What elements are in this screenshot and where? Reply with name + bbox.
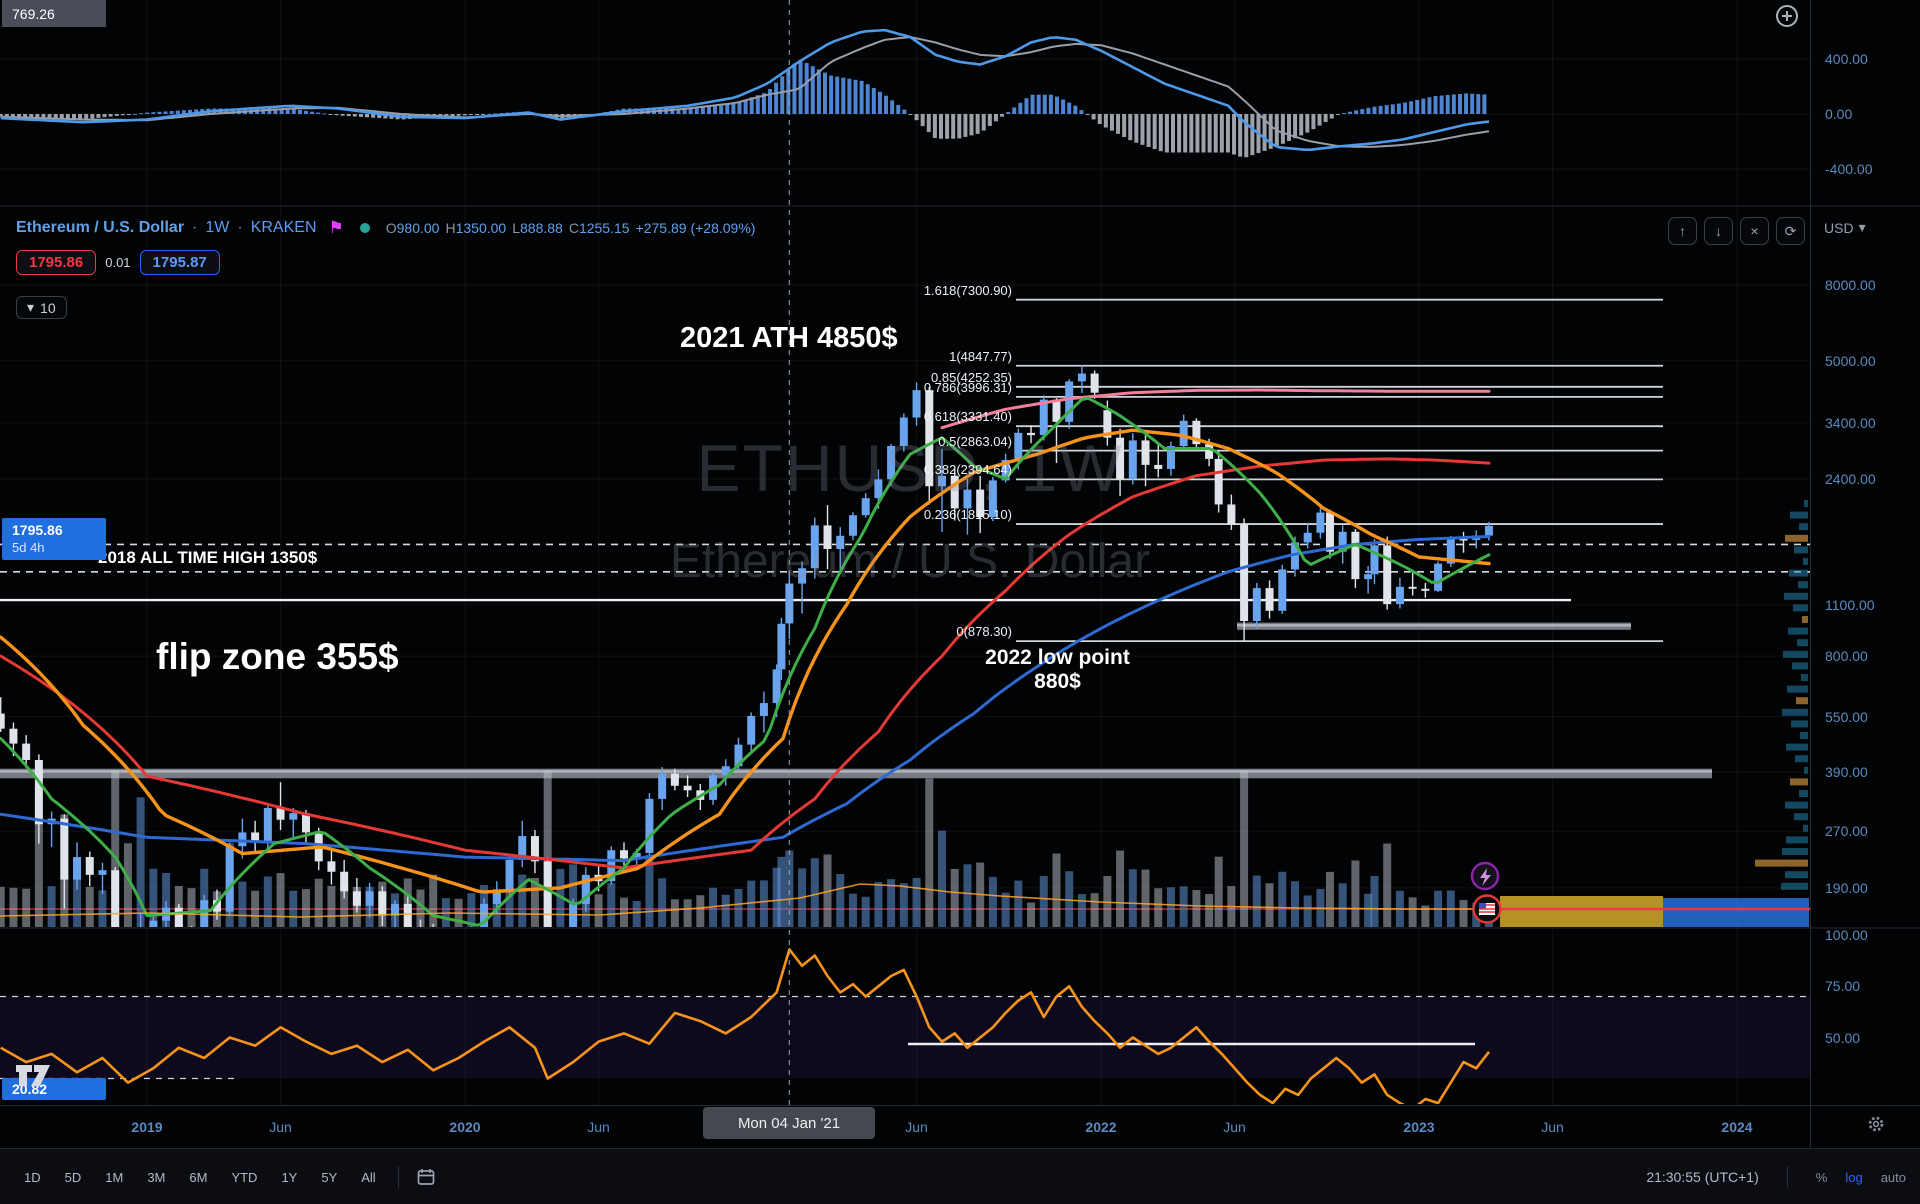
exchange-label[interactable]: KRAKEN [250,219,317,236]
separator-dot: · [192,219,198,236]
range-button-1m[interactable]: 1M [105,1169,124,1185]
fib-level-label: 0.85(4252.35) [931,369,1012,385]
buy-button[interactable]: 1795.87 [139,250,220,275]
time-axis-label: Jun [587,1119,610,1135]
separator-dot: · [237,219,243,236]
go-to-date-icon[interactable] [415,1166,437,1188]
range-button-6m[interactable]: 6M [189,1169,208,1185]
alert-plus-icon[interactable] [1770,1,1804,31]
range-button-5y[interactable]: 5Y [321,1169,338,1185]
currency-selector[interactable]: USD ▾ [1824,219,1866,236]
ohlc-readout: O980.00 H1350.00 L888.88 C1255.15 +275.8… [385,220,756,236]
tradingview-logo[interactable] [14,1058,60,1090]
change-value: +275.89 (+28.09%) [635,220,756,236]
time-axis-label: Jun [905,1119,928,1135]
axis-tick: 190.00 [1825,879,1868,896]
clock-timezone-button[interactable]: 21:30:55 (UTC+1) [1646,1169,1759,1185]
chevron-down-icon: ▾ [1858,219,1866,235]
pane-buttons: ↑ ↓ × ⟳ [1668,217,1805,245]
toolbar-divider [1786,1166,1788,1188]
axis-tick: 0.00 [1825,106,1853,122]
fib-level-label: 0.236(1815.10) [923,507,1012,523]
flag-icon[interactable]: ⚑ [328,218,344,237]
time-axis-label: Jun [1223,1119,1246,1135]
time-axis[interactable]: 2019 Jun 2020 Jun Jun 2022 Jun 2023 Jun 2024 [0,1105,1920,1149]
chevron-down-icon: ▾ [27,299,35,315]
fib-level-label: 0.786(3996.31) [923,379,1012,395]
range-button-ytd[interactable]: YTD [231,1169,258,1185]
axis-tick: 5000.00 [1825,352,1876,369]
price-axis[interactable]: 400.00 0.00 -400.00 8000.00 5000.00 3400.00 24… [1810,0,1920,1148]
time-axis-label: 2019 [131,1119,163,1135]
range-button-1d[interactable]: 1D [24,1169,41,1185]
axis-tick: 1100.00 [1825,596,1875,613]
settings-gear-icon[interactable] [1866,1114,1886,1134]
move-pane-down-button[interactable]: ↓ [1704,217,1733,245]
axis-tick: 75.00 [1825,978,1861,995]
depth-dropdown[interactable]: ▾ 10 [16,296,67,319]
axis-tick: 3400.00 [1825,414,1876,431]
time-axis-label: 2024 [1721,1119,1753,1135]
sell-button[interactable]: 1795.86 [16,250,97,275]
log-scale-button[interactable]: log [1845,1169,1863,1185]
last-price-tag: 1795.86 5d 4h [2,518,106,560]
bar-countdown: 5d 4h [12,540,45,555]
axis-tick: 800.00 [1825,648,1868,665]
bottom-toolbar: 1D 5D 1M 3M 6M YTD 1Y 5Y All 21:30:55 (UTC+1) % … [0,1148,1920,1204]
toolbar-divider [397,1166,399,1188]
time-axis-label: 2022 [1085,1119,1117,1135]
fib-level-label: 0.5(2863.04) [938,433,1012,449]
axis-tick: 270.00 [1825,823,1868,840]
maximize-pane-button[interactable]: ⟳ [1776,217,1805,245]
time-axis-label: 2020 [449,1119,481,1135]
fib-level-label: 1(4847.77) [949,348,1012,364]
fib-level-label: 1.618(7300.90) [923,282,1012,298]
time-axis-label: Jun [1541,1119,1564,1135]
axis-tick: -400.00 [1825,161,1873,177]
time-axis-label: Jun [269,1119,292,1135]
move-pane-up-button[interactable]: ↑ [1668,217,1697,245]
interval-label[interactable]: 1W [205,219,230,236]
symbol-name[interactable]: Ethereum / U.S. Dollar [16,219,185,236]
market-status-icon[interactable] [359,223,370,233]
axis-tick: 50.00 [1825,1029,1861,1046]
fib-level-label: 0.382(2394.64) [923,462,1012,478]
bid-ask-row: 1795.86 0.01 1795.87 [16,250,220,275]
axis-tick: 550.00 [1825,708,1868,725]
fib-level-label: 0(878.30) [956,624,1012,640]
annotation-2022-low: 2022 low point 880$ [985,646,1130,693]
range-button-1y[interactable]: 1Y [281,1169,298,1185]
axis-tick: 2400.00 [1825,471,1876,488]
macd-value-tag: 769.26 [2,0,106,27]
spread-value: 0.01 [105,255,131,270]
collapse-pane-button[interactable]: × [1740,217,1769,245]
annotation-flip-zone: flip zone 355$ [156,636,399,677]
axis-tick: 390.00 [1825,763,1868,780]
annotation-2021-ath: 2021 ATH 4850$ [680,322,898,354]
crosshair-date-tooltip: Mon 04 Jan '21 [703,1107,875,1139]
auto-scale-button[interactable]: auto [1880,1169,1906,1185]
range-button-3m[interactable]: 3M [147,1169,166,1185]
percent-scale-button[interactable]: % [1815,1169,1828,1185]
fib-level-label: 0.618(3331.40) [923,409,1012,425]
range-button-all[interactable]: All [361,1169,376,1185]
annotation-2018-ath: 2018 ALL TIME HIGH 1350$ [98,548,318,567]
axis-tick: 8000.00 [1825,276,1876,293]
range-button-5d[interactable]: 5D [64,1169,82,1185]
axis-tick: 100.00 [1825,927,1868,943]
axis-tick: 400.00 [1825,51,1868,67]
symbol-header[interactable]: Ethereum / U.S. Dollar · 1W · KRAKEN ⚑ O… [16,218,755,238]
time-axis-label: 2023 [1403,1119,1435,1135]
